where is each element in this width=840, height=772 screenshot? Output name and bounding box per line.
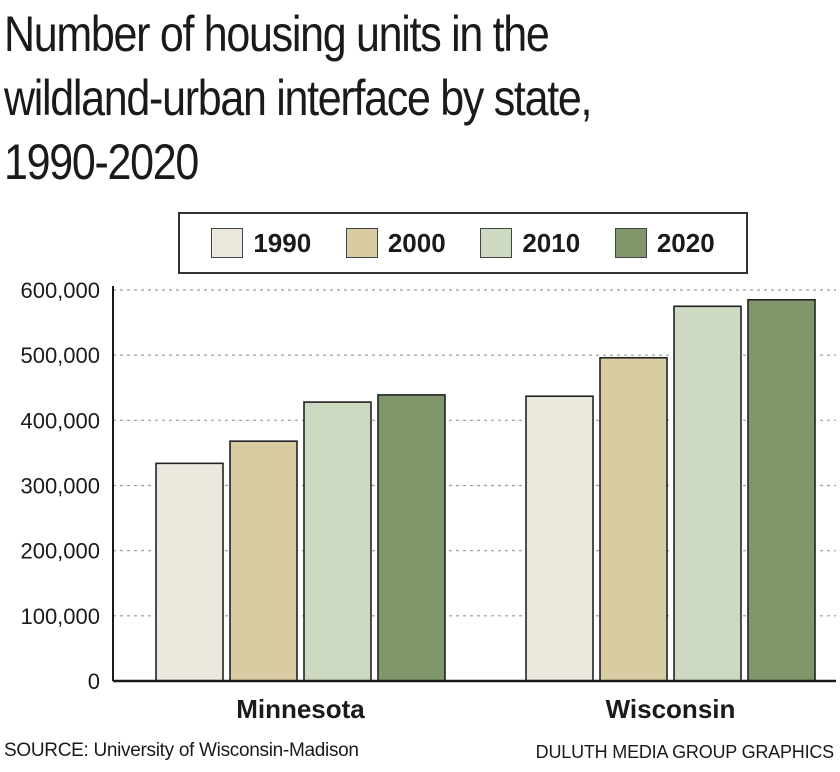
bar [747,298,816,682]
x-category-label: Minnesota [236,694,365,724]
legend-swatch-2000 [345,228,378,258]
legend-swatch-2010 [480,228,513,258]
title-line-1: Number of housing units in the [4,6,550,62]
bar [303,401,372,682]
legend-item-2010: 2010 [480,228,580,259]
y-tick-label: 600,000 [20,278,100,303]
title-line-3: 1990-2020 [4,134,199,190]
y-tick-label: 0 [88,669,100,694]
bar [229,440,298,682]
bar [673,305,742,682]
y-tick-label: 300,000 [20,474,100,499]
y-tick-label: 200,000 [20,539,100,564]
graphics-credit: DULUTH MEDIA GROUP GRAPHICS [535,742,835,762]
legend-swatch-2020 [614,228,647,258]
bar [525,395,594,682]
source-note: SOURCE: University of Wisconsin-Madison [4,740,359,761]
legend-label-2020: 2020 [656,227,715,258]
legend-swatch-1990 [211,228,244,258]
chart-title: Number of housing units in the wildland-… [4,2,692,194]
bar-chart: 0 100,000 200,000 300,000 400,000 500,000 600,… [20,278,836,724]
title-line-2: wildland-urban interface by state, [4,70,592,126]
x-category-label: Wisconsin [606,694,736,724]
legend-item-2020: 2020 [614,227,715,259]
legend-label-1990: 1990 [253,227,312,258]
legend-label-2010: 2010 [522,227,581,258]
bar [599,356,668,682]
legend: 1990 2000 2010 2020 [178,212,748,274]
bar [377,394,446,682]
legend-label-2000: 2000 [387,227,446,258]
bar [155,462,224,682]
legend-item-1990: 1990 [211,228,311,259]
y-tick-label: 500,000 [20,343,100,368]
y-tick-label: 100,000 [20,604,100,629]
y-tick-label: 400,000 [20,408,100,433]
legend-item-2000: 2000 [345,227,446,259]
